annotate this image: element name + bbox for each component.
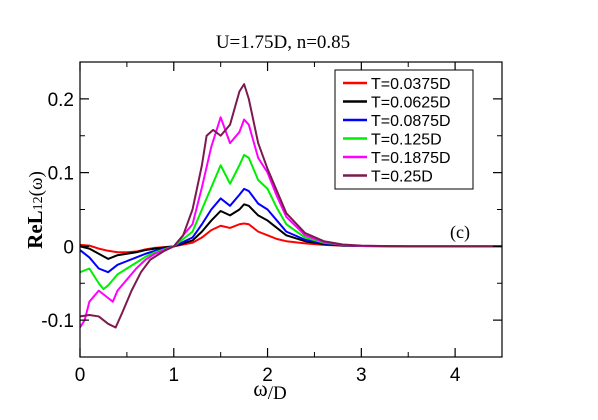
legend-label-5: T=0.1875D [371, 150, 451, 167]
x-axis-label: ω/D [253, 376, 286, 404]
panel-label: (c) [450, 222, 470, 243]
y-axis-label: ReL12(ω) [23, 171, 47, 249]
legend-label-4: T=0.125D [371, 132, 442, 149]
legend-label-6: T=0.25D [371, 169, 433, 186]
series-line-1 [80, 222, 502, 254]
x-axis-label-main: ω [253, 376, 267, 401]
plot-lines [80, 83, 502, 329]
y-tick-label: 0.1 [48, 164, 74, 185]
legend-label-1: T=0.0375D [371, 76, 451, 93]
y-axis-label-tail: (ω) [26, 171, 47, 196]
ticks: 0 1 2 3 4 -0.1 0 0.1 0.2 [41, 61, 502, 386]
x-tick-label: 0 [75, 365, 86, 386]
x-tick-label: 2 [262, 365, 273, 386]
x-axis-label-tail: /D [268, 383, 287, 404]
legend-label-3: T=0.0875D [371, 113, 451, 130]
chart-title: U=1.75D, n=0.85 [216, 32, 350, 53]
legend-label-2: T=0.0625D [371, 95, 451, 112]
x-tick-label: 4 [450, 365, 461, 386]
series-line-6 [80, 83, 502, 329]
series-line-4 [80, 153, 502, 291]
series-line-2 [80, 203, 502, 260]
y-tick-label: 0.2 [48, 90, 74, 111]
x-tick-label: 1 [168, 365, 179, 386]
y-axis-label-sub: 12 [31, 196, 46, 210]
x-tick-label: 3 [356, 365, 367, 386]
y-axis-label-main: ReL [23, 210, 47, 249]
y-tick-label: 0 [63, 237, 74, 258]
y-tick-label: -0.1 [41, 311, 74, 332]
series-line-3 [80, 187, 502, 274]
legend-box [334, 69, 474, 190]
